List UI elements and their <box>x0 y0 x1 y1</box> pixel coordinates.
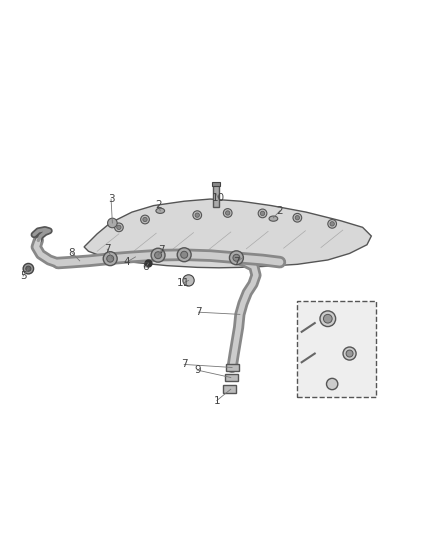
Circle shape <box>155 252 162 259</box>
Text: 6: 6 <box>143 262 149 272</box>
Circle shape <box>107 255 114 262</box>
Circle shape <box>223 208 232 217</box>
Circle shape <box>293 213 302 222</box>
Circle shape <box>258 209 267 218</box>
Text: 3: 3 <box>108 194 114 204</box>
Circle shape <box>260 211 265 215</box>
Text: 2: 2 <box>155 200 161 209</box>
Circle shape <box>177 248 191 262</box>
FancyBboxPatch shape <box>297 301 376 397</box>
Text: 9: 9 <box>194 365 201 375</box>
Circle shape <box>103 252 117 265</box>
Circle shape <box>181 251 187 258</box>
Circle shape <box>230 251 244 265</box>
Circle shape <box>195 213 199 217</box>
Circle shape <box>295 215 300 220</box>
Circle shape <box>320 311 336 327</box>
Circle shape <box>330 222 334 226</box>
Text: 7: 7 <box>104 244 110 254</box>
Text: 11: 11 <box>177 278 190 288</box>
Text: 10: 10 <box>212 193 225 203</box>
Circle shape <box>323 314 332 323</box>
Polygon shape <box>84 199 371 268</box>
Circle shape <box>346 350 353 357</box>
Text: 1: 1 <box>213 395 220 406</box>
Bar <box>225 374 238 382</box>
Circle shape <box>23 263 34 274</box>
Text: 7: 7 <box>181 359 187 369</box>
Text: 7: 7 <box>158 245 165 255</box>
Circle shape <box>183 275 194 286</box>
Bar <box>213 183 219 207</box>
Circle shape <box>151 248 165 262</box>
Circle shape <box>26 266 31 271</box>
Bar <box>226 364 239 372</box>
Ellipse shape <box>156 208 165 213</box>
Circle shape <box>193 211 201 220</box>
Text: 4: 4 <box>124 257 130 267</box>
Circle shape <box>143 217 147 222</box>
Bar <box>223 385 236 393</box>
Bar <box>212 182 220 186</box>
Text: 5: 5 <box>20 271 26 281</box>
Text: 7: 7 <box>233 257 240 267</box>
Circle shape <box>328 220 336 228</box>
Circle shape <box>108 218 117 228</box>
Circle shape <box>233 254 240 261</box>
Circle shape <box>117 225 121 230</box>
Circle shape <box>326 378 338 390</box>
Circle shape <box>141 215 149 224</box>
Ellipse shape <box>269 216 278 221</box>
Text: 2: 2 <box>277 206 283 216</box>
Text: 7: 7 <box>195 307 202 317</box>
Text: 8: 8 <box>69 247 75 257</box>
Circle shape <box>226 211 230 215</box>
Circle shape <box>343 347 356 360</box>
Circle shape <box>115 223 123 232</box>
